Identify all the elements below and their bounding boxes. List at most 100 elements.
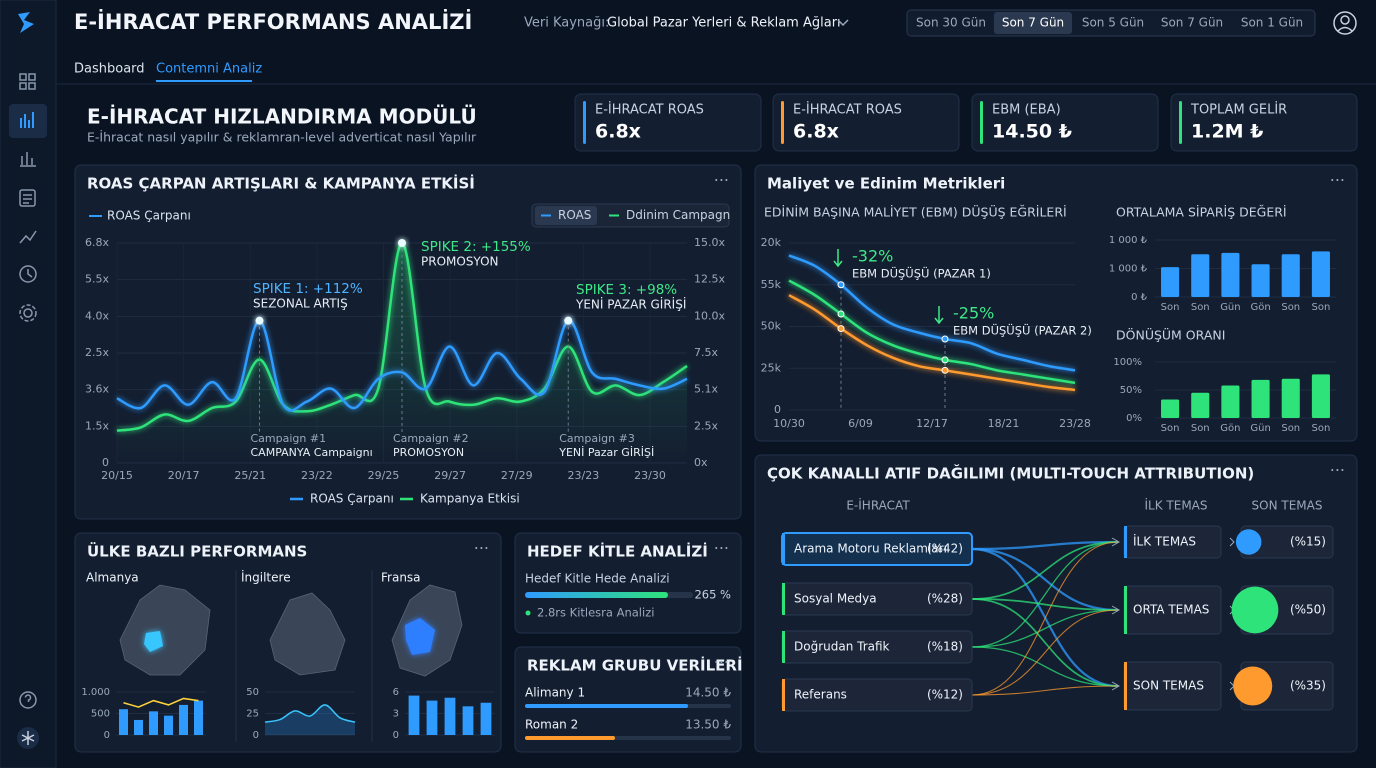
tab[interactable]: Dashboard: [74, 62, 145, 77]
legend-label: ROAS Çarpanı: [310, 492, 394, 506]
flow: [971, 685, 1119, 696]
audience-panel: [514, 532, 742, 634]
touch-accent: [1124, 662, 1127, 710]
y-tick-label: 0: [253, 730, 259, 741]
x-tick-label: Son: [1191, 302, 1210, 313]
kpi-card: [574, 93, 762, 152]
toggle-button[interactable]: Ddinim Campagn: [626, 208, 730, 222]
range-button[interactable]: Son 7 Gün: [1161, 16, 1223, 30]
more-menu[interactable]: ···: [1330, 461, 1345, 480]
channel-label: Doğrudan Trafik: [794, 640, 890, 654]
kpi-card: [1170, 93, 1358, 152]
range-button[interactable]: Son 5 Gün: [1082, 16, 1144, 30]
status-dot: [525, 610, 531, 616]
legend-label: ROAS Çarpanı: [107, 209, 191, 223]
x-tick-label: Son: [1312, 423, 1331, 434]
x-tick-label: 20/15: [101, 469, 133, 482]
range-button[interactable]: Son 7 Gün: [1002, 16, 1064, 30]
range-button[interactable]: Son 1 Gün: [1241, 16, 1303, 30]
sidebar-icons: [9, 73, 47, 749]
flow: [971, 646, 1119, 687]
x-tick-label: 23/28: [1059, 417, 1091, 430]
touch-label: SON TEMAS: [1133, 679, 1204, 693]
bar: [1311, 374, 1330, 418]
touch-share-label: (%50): [1290, 603, 1326, 617]
y-tick-label: 6: [393, 687, 399, 698]
y-tick-label: 0: [102, 456, 109, 469]
more-menu[interactable]: ···: [714, 653, 729, 672]
channel-label: Sosyal Medya: [794, 592, 877, 606]
x-tick-label: 12/17: [916, 417, 948, 430]
spike-point: [564, 316, 573, 325]
flow: [971, 540, 1119, 551]
y2-tick-label: 2.5x: [694, 419, 718, 432]
point: [941, 366, 949, 374]
x-tick-label: Son: [1161, 302, 1180, 313]
y-tick-label: 4.0x: [85, 309, 109, 322]
more-menu[interactable]: ···: [474, 539, 489, 558]
avatar[interactable]: [1333, 11, 1357, 35]
point: [941, 356, 949, 364]
chart-subtitle: EDİNİM BAŞINA MALİYET (EBM) DÜŞÜŞ EĞRİLE…: [764, 204, 1067, 220]
y-tick-label: 1 000 ₺: [1109, 235, 1148, 246]
column-header: SON TEMAS: [1252, 499, 1323, 513]
chevron: [1229, 537, 1235, 547]
area: [265, 704, 355, 735]
kpi-card: [772, 93, 960, 152]
spike-title: SPIKE 3: +98%: [576, 282, 677, 298]
campaign-title: Campaign #3: [559, 432, 635, 445]
bar: [1161, 399, 1180, 418]
x-tick-label: 23/30: [634, 469, 666, 482]
x-tick-label: 27/29: [501, 469, 533, 482]
source-select[interactable]: Global Pazar Yerleri & Reklam Ağları: [607, 16, 841, 31]
arrow: [934, 306, 944, 325]
flow: [971, 541, 1119, 648]
audience-value: 265 %: [694, 588, 731, 602]
cost-panel: [754, 164, 1358, 442]
line-series: [116, 319, 688, 412]
touch-share-label: (%35): [1290, 679, 1326, 693]
country-map: [119, 584, 211, 676]
x-tick-label: Gön: [1250, 302, 1270, 313]
annotation-subtitle: EBM DÜŞÜŞÜ (PAZAR 1): [852, 265, 991, 281]
spike-subtitle: YENİ PAZAR GİRİŞİ: [575, 297, 686, 312]
more-menu[interactable]: ···: [714, 171, 729, 190]
touch-accent: [1124, 526, 1127, 558]
country-name: Almanya: [86, 571, 139, 585]
module-title: E-İHRACAT HIZLANDIRMA MODÜLÜ: [87, 105, 477, 129]
campaign-subtitle: CAMPANYA Campaignı: [251, 446, 373, 459]
row-bar: [525, 736, 615, 740]
y-tick-label: 0: [393, 730, 399, 741]
y-tick-label: 20k: [761, 236, 782, 249]
point: [837, 310, 845, 318]
more-menu[interactable]: ···: [714, 539, 729, 558]
spike-title: SPIKE 1: +112%: [253, 281, 363, 297]
range-button[interactable]: Son 30 Gün: [916, 16, 986, 30]
y-tick-label: 5.5x: [85, 273, 109, 286]
kpi-value: 6.8x: [595, 121, 641, 143]
x-tick-label: Son: [1281, 423, 1300, 434]
y2-tick-label: 0x: [694, 456, 708, 469]
flow: [971, 547, 1119, 612]
y-tick-label: 0: [774, 403, 781, 416]
row-bar: [525, 704, 688, 708]
flow: [971, 598, 1119, 687]
kpi-card: [971, 93, 1159, 152]
more-menu[interactable]: ···: [1330, 171, 1345, 190]
tab-active[interactable]: Contemni Analiz: [156, 62, 262, 77]
panel-title: ÇOK KANALLI ATIF DAĞILIMI (MULTI-TOUCH A…: [767, 464, 1254, 483]
y-tick-label: 1.5x: [85, 419, 109, 432]
bar: [1281, 378, 1300, 418]
flow: [971, 541, 1119, 600]
row-value: 14.50 ₺: [685, 686, 731, 700]
country-highlight: [405, 618, 435, 655]
toggle-button[interactable]: ROAS: [558, 208, 591, 222]
bar: [1161, 267, 1180, 297]
y2-tick-label: 15.0x: [694, 236, 725, 249]
flow: [971, 609, 1119, 648]
bar: [1221, 252, 1240, 297]
spike-point: [398, 239, 406, 247]
point: [837, 281, 845, 289]
y-tick-label: 3: [393, 709, 399, 720]
y-tick-label: 25k: [761, 361, 782, 374]
